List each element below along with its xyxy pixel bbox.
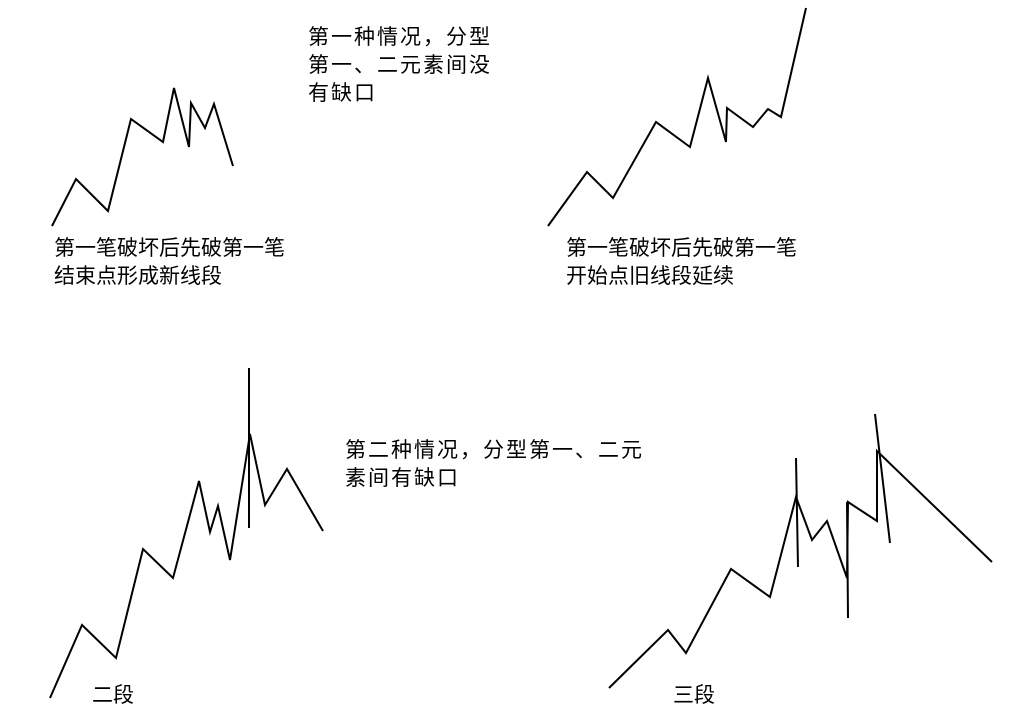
zigzag-bottom-right xyxy=(608,448,993,689)
zigzag-top-left xyxy=(51,87,234,227)
caption-right-top: 第一笔破坏后先破第一笔 开始点旧线段延续 xyxy=(566,234,797,290)
caption-left-top-line: 第一笔破坏后先破第一笔 xyxy=(54,236,285,260)
caption-case1-line: 第一、二元素间没 xyxy=(308,53,492,77)
spike-bottom-right-2 xyxy=(846,501,849,619)
caption-left-top: 第一笔破坏后先破第一笔 结束点形成新线段 xyxy=(54,234,285,290)
zigzag-bottom-left xyxy=(49,433,324,699)
label-three-segments: 三段 xyxy=(673,683,715,707)
caption-left-top-line: 结束点形成新线段 xyxy=(54,264,222,288)
caption-case2: 第二种情况，分型第一、二元 素间有缺口 xyxy=(345,436,644,492)
caption-right-top-line: 开始点旧线段延续 xyxy=(566,264,734,288)
caption-right-top-line: 第一笔破坏后先破第一笔 xyxy=(566,236,797,260)
spike-bottom-right-3 xyxy=(874,413,891,544)
spike-bottom-right-1 xyxy=(795,457,799,568)
caption-case2-line: 素间有缺口 xyxy=(345,466,460,490)
caption-case2-line: 第二种情况，分型第一、二元 xyxy=(345,438,644,462)
caption-case1: 第一种情况，分型 第一、二元素间没 有缺口 xyxy=(308,23,492,107)
caption-case1-line: 有缺口 xyxy=(308,81,377,105)
caption-case1-line: 第一种情况，分型 xyxy=(308,25,492,49)
label-two-segments: 二段 xyxy=(92,683,134,707)
zigzag-top-right xyxy=(547,7,807,227)
